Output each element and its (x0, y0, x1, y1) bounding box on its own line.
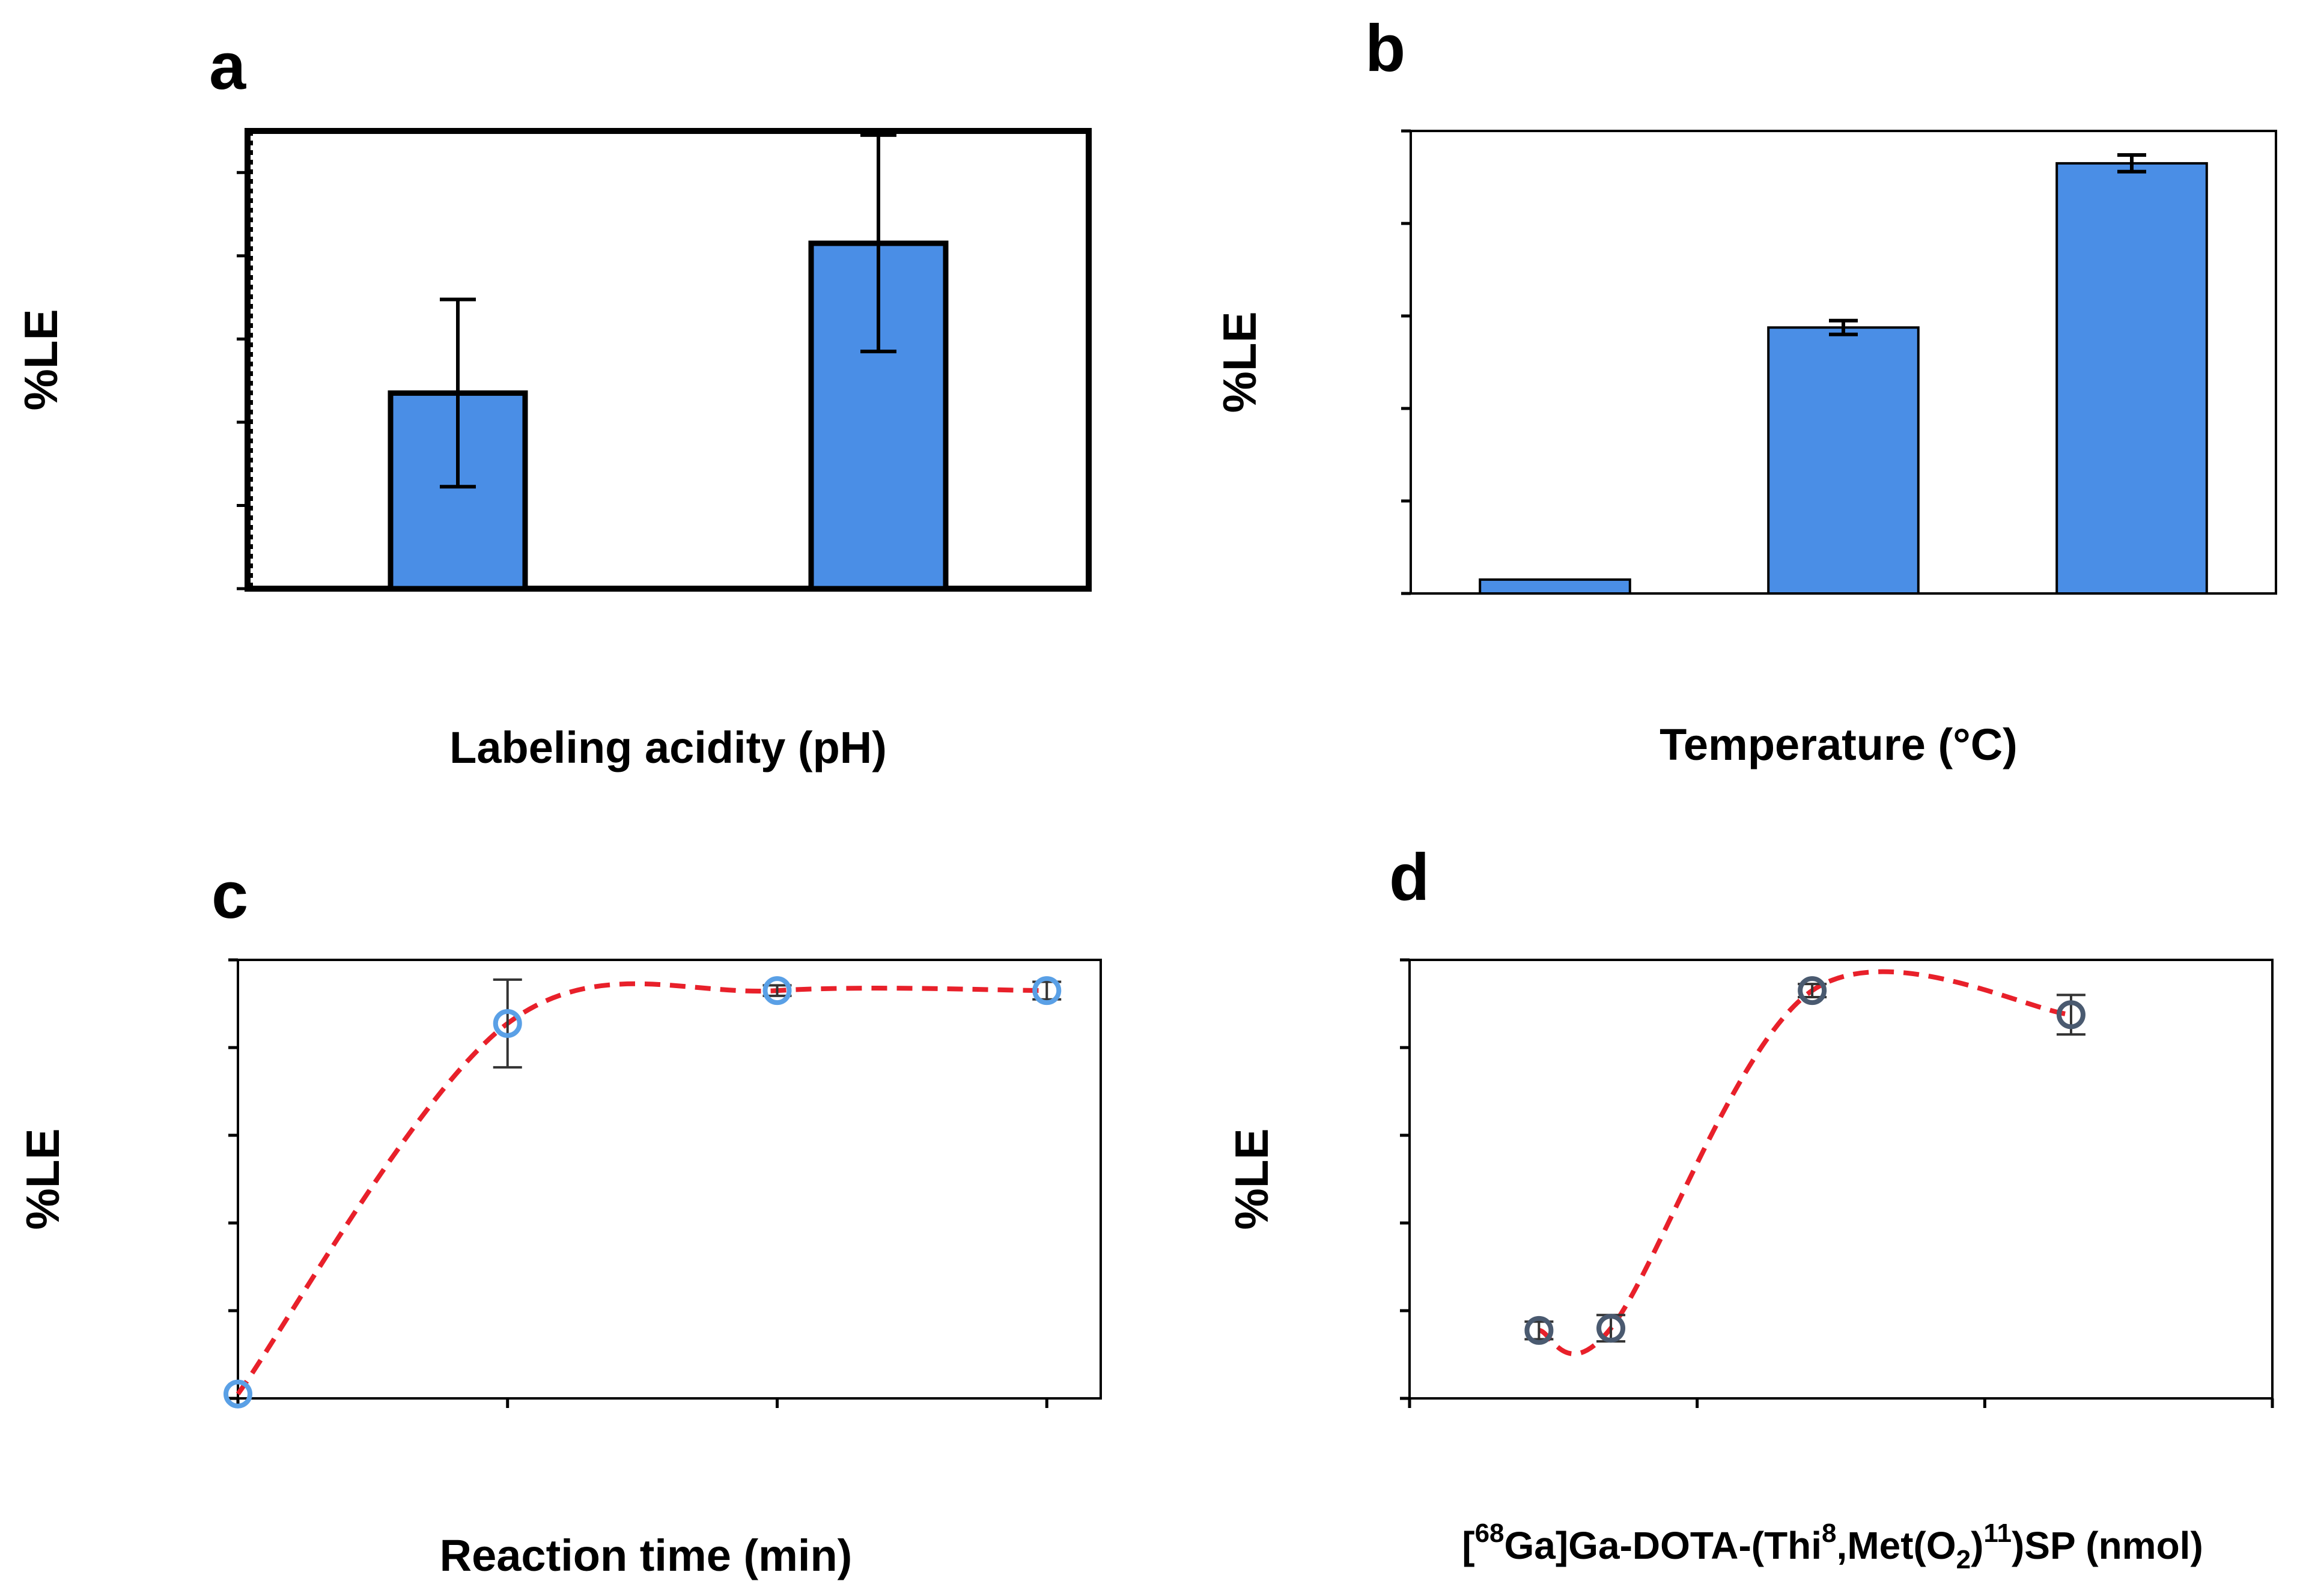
d-xlabel-part-2: Ga]Ga-DOTA-(Thi (1504, 1524, 1822, 1567)
panel-c-fit-curve (236, 981, 1047, 1396)
panel-c-plot-frame (237, 959, 1102, 1400)
data-point (1798, 976, 1827, 1006)
panel-d-plot-frame (1408, 959, 2274, 1400)
panel-c-y-ticks (228, 958, 238, 1400)
d-xlabel-part-4: ,Met(O (1837, 1524, 1956, 1567)
d-xlabel-sup-11: 11 (1983, 1519, 2012, 1548)
panel-a-plot-frame (245, 128, 1092, 592)
data-point (1032, 976, 1062, 1006)
d-xlabel-part-0: [ (1462, 1524, 1474, 1567)
d-xlabel-sub-2: 2 (1956, 1545, 1971, 1574)
panel-c-x-ticks (236, 1398, 1048, 1408)
bar (1479, 578, 1631, 595)
panel-b-x-axis-label: Temperature (°C) (1660, 720, 2018, 769)
panel-d-points (1524, 976, 2085, 1345)
bar (1767, 326, 1920, 595)
panel-b-y-axis-label: %LE (1213, 311, 1266, 413)
panel-d-scatter-chart: d [68Ga]Ga-DOTA-(Thi8,Met(O2)11)SP (nmol… (1225, 840, 2274, 1574)
bar (2055, 162, 2208, 595)
data-point (493, 1009, 522, 1038)
panel-b-y-ticks (1401, 129, 1411, 595)
panel-b-bar-chart: b Temperature (°C) %LE (1213, 11, 2277, 769)
d-xlabel-sup-8: 8 (1822, 1519, 1836, 1548)
panel-a-y-axis-label: %LE (14, 309, 67, 410)
data-point (224, 1379, 252, 1409)
panel-a-x-axis-label: Labeling acidity (pH) (449, 723, 887, 772)
panel-letter-d: d (1389, 840, 1429, 914)
data-point (2056, 1000, 2085, 1030)
panel-d-fit-curve (1538, 969, 2072, 1356)
panel-a-y-ticks (237, 171, 248, 590)
panel-d-y-axis-label: %LE (1225, 1128, 1278, 1230)
panel-letter-c: c (211, 858, 248, 932)
panel-d-x-axis-label: [68Ga]Ga-DOTA-(Thi8,Met(O2)11)SP (nmol) (1462, 1519, 2203, 1574)
panel-d-x-ticks (1408, 1398, 2274, 1408)
panel-a-bar-chart: a Labeling acidity (pH) %LE (14, 29, 1092, 772)
d-xlabel-part-6: ) (1971, 1524, 1983, 1567)
data-point (1524, 1315, 1554, 1345)
data-point (762, 976, 792, 1006)
panel-c-y-axis-label: %LE (16, 1128, 69, 1230)
panel-d-y-ticks (1400, 958, 1410, 1400)
d-xlabel-part-8: )SP (nmol) (2012, 1524, 2203, 1567)
data-point (1596, 1314, 1626, 1343)
panel-c-x-axis-label: Reaction time (min) (440, 1531, 853, 1580)
d-xlabel-sup-68: 68 (1475, 1519, 1504, 1548)
panel-c-points (224, 976, 1062, 1409)
panel-letter-a: a (209, 29, 246, 103)
panel-letter-b: b (1365, 11, 1405, 85)
panel-a-bars (388, 133, 949, 592)
panel-c-scatter-chart: c Reaction time (min) %LE (16, 858, 1102, 1580)
panel-b-bars (1479, 153, 2208, 595)
